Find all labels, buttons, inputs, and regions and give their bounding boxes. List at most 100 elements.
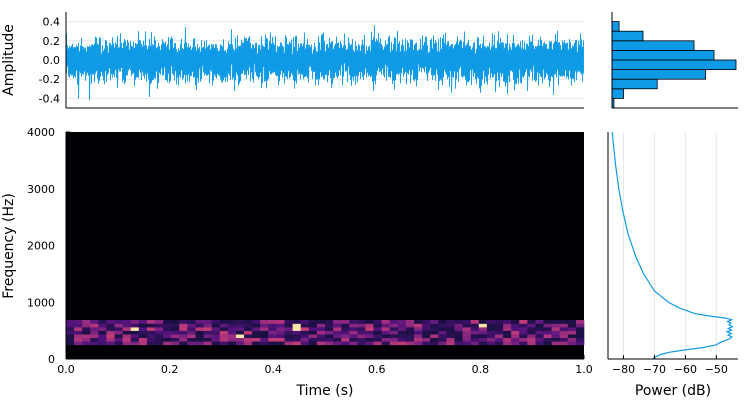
spectrogram-cell [349, 323, 358, 328]
power-spectrum-x-tick-label: −80 [612, 363, 635, 376]
spectrogram-cell [130, 327, 140, 331]
spectrogram-cell [511, 337, 520, 342]
spectrogram-cell [430, 337, 439, 342]
spectrogram-cell [252, 327, 261, 331]
spectrogram-cell [422, 330, 431, 335]
spectrogram-cell [341, 323, 350, 328]
spectrogram-cell [405, 330, 415, 335]
spectrogram-cell [252, 337, 261, 342]
spectrogram-cell [357, 323, 366, 328]
spectrogram-cell [365, 334, 374, 339]
spectrogram-cell [106, 330, 115, 335]
spectrogram-cell [235, 330, 245, 335]
spectrogram-cell [527, 330, 536, 335]
spectrogram-cell [397, 319, 407, 324]
spectrogram-cell [486, 327, 496, 331]
spectrogram-cell [503, 341, 512, 346]
spectrogram-cell [74, 330, 83, 335]
spectrogram-cell [90, 323, 99, 328]
spectrogram-cell [82, 323, 91, 328]
spectrogram-cell [414, 334, 423, 339]
spectrogram-cell [462, 337, 471, 342]
spectrogram-cell [122, 319, 132, 324]
spectrogram-cell [316, 319, 326, 324]
spectrogram-cell [389, 319, 399, 324]
spectrogram-cell [106, 334, 115, 339]
spectrogram-cell [252, 334, 261, 339]
histogram-bar [611, 59, 737, 70]
spectrogram-y-ticks: 4000 3000 2000 1000 0 [27, 126, 70, 366]
spectrogram-cell [203, 341, 212, 346]
spectrogram-cell [260, 327, 269, 331]
spectrogram-cell [519, 330, 528, 335]
spectrogram-cell [195, 323, 204, 328]
spectrogram-cell [66, 337, 75, 342]
spectrogram-cell [179, 323, 188, 328]
spectrogram-cell [478, 334, 488, 339]
power-spectrum-x-tick-label: −60 [674, 363, 697, 376]
spectrogram-cell [357, 330, 366, 335]
spectrogram-cell [163, 319, 172, 324]
spectrogram-cell [430, 323, 439, 328]
spectrogram-cell [316, 334, 326, 339]
spectrogram-cell [300, 334, 310, 339]
spectrogram-cell [470, 323, 480, 328]
spectrogram-cell [163, 323, 172, 328]
histogram-bar [611, 50, 715, 61]
spectrogram-cell [446, 334, 455, 339]
spectrogram-cell [284, 334, 293, 339]
spectrogram-cell [454, 334, 463, 339]
spectrogram-cell [551, 323, 561, 328]
spectrogram-cell [357, 341, 366, 346]
spectrogram-cell [179, 319, 188, 324]
spectrogram-cell [381, 334, 391, 339]
spectrogram-cell [519, 327, 528, 331]
spectrogram-cell [357, 334, 366, 339]
spectrogram-cell [146, 323, 156, 328]
spectrogram-cell [478, 341, 488, 346]
spectrogram-cell [494, 323, 504, 328]
spectrogram-cell [535, 341, 544, 346]
spectrogram-panel: 0.0 0.2 0.4 0.6 0.8 1.0 4000 3000 2000 1000 0 Tim… [1, 126, 593, 399]
spectrogram-cell [494, 341, 504, 346]
spectrogram-cell [503, 337, 512, 342]
power-spectrum-x-axis-label: Power (dB) [635, 383, 711, 399]
spectrogram-cell [187, 341, 196, 346]
spectrogram-cell [171, 337, 180, 342]
spectrogram-cell [195, 337, 204, 342]
spectrogram-cell [381, 337, 391, 342]
spectrogram-cell [430, 341, 439, 346]
spectrogram-cell [446, 341, 455, 346]
spectrogram-cell [155, 330, 164, 335]
histogram-panel [611, 12, 738, 109]
spectrogram-y-tick-label: 1000 [27, 296, 55, 309]
spectrogram-cell [146, 334, 156, 339]
spectrogram-cell [260, 334, 269, 339]
spectrogram-cell [284, 327, 293, 331]
spectrogram-cell [535, 330, 544, 335]
spectrogram-cell [74, 327, 83, 331]
spectrogram-cell [559, 337, 569, 342]
spectrogram-cell [171, 334, 180, 339]
spectrogram-cell [405, 341, 415, 346]
spectrogram-cell [341, 334, 350, 339]
spectrogram-cell [114, 319, 123, 324]
spectrogram-cell [179, 330, 188, 335]
spectrogram-cell [90, 337, 99, 342]
spectrogram-cell [82, 319, 91, 324]
spectrogram-cell [341, 327, 350, 331]
spectrogram-cell [567, 327, 577, 331]
spectrogram-cell [163, 341, 172, 346]
spectrogram-cell [559, 334, 569, 339]
spectrogram-cell [462, 330, 471, 335]
spectrogram-cell [66, 341, 75, 346]
spectrogram-cell [316, 327, 326, 331]
spectrogram-cell [276, 337, 285, 342]
spectrogram-cell [397, 341, 407, 346]
waveform-y-tick-label: 0.4 [43, 16, 61, 29]
spectrogram-cell [98, 323, 107, 328]
spectrogram-cell [235, 323, 245, 328]
spectrogram-cell [163, 334, 172, 339]
spectrogram-cell [203, 330, 212, 335]
